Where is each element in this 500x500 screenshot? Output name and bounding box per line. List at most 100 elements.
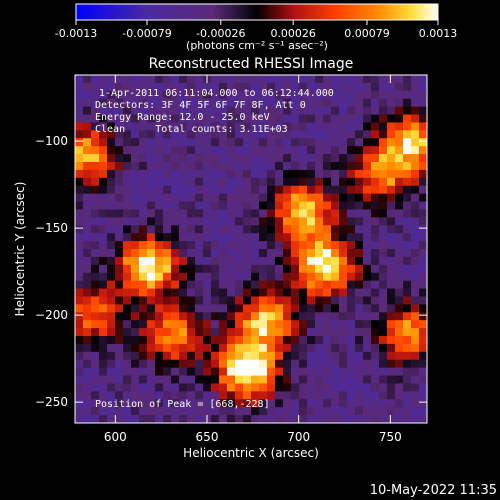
heatmap-cell: [227, 288, 236, 298]
heatmap-cell: [315, 122, 324, 131]
heatmap-cell: [323, 304, 332, 313]
heatmap-cell: [139, 304, 148, 313]
heatmap-cell: [123, 233, 132, 242]
heatmap-cell: [219, 399, 228, 408]
heatmap-cell: [379, 138, 388, 147]
heatmap-cell: [339, 82, 348, 92]
heatmap-cell: [219, 320, 228, 329]
heatmap-cell: [411, 280, 420, 290]
heatmap-cell: [363, 201, 372, 211]
heatmap-cell: [419, 264, 427, 274]
heatmap-cell: [235, 217, 244, 226]
heatmap-cell: [387, 114, 396, 124]
heatmap-cell: [275, 415, 284, 423]
heatmap-cell: [155, 328, 164, 337]
heatmap-cell: [307, 391, 316, 400]
heatmap-cell: [355, 351, 364, 361]
heatmap-cell: [315, 154, 324, 163]
heatmap-cell: [131, 256, 140, 266]
heatmap-cell: [379, 193, 388, 203]
heatmap-cell: [115, 169, 124, 179]
heatmap-cell: [387, 75, 396, 84]
heatmap-cell: [211, 296, 220, 305]
heatmap-cell: [315, 98, 324, 108]
heatmap-cell: [251, 82, 260, 92]
heatmap-cell: [163, 177, 172, 187]
heatmap-cell: [227, 312, 236, 321]
heatmap-cell: [219, 312, 228, 321]
heatmap-cell: [219, 193, 228, 203]
heatmap-cell: [107, 391, 116, 400]
heatmap-cell: [171, 122, 180, 131]
heatmap-cell: [411, 399, 420, 408]
heatmap-cell: [355, 169, 364, 179]
heatmap-cell: [387, 193, 396, 203]
heatmap-cell: [371, 320, 380, 329]
annotation-detectors: Detectors: 3F 4F 5F 6F 7F 8F, Att 0: [95, 100, 306, 111]
heatmap-cell: [131, 304, 140, 313]
heatmap-cell: [75, 312, 84, 321]
heatmap-cell: [347, 98, 356, 108]
heatmap-cell: [123, 415, 132, 423]
heatmap-cell: [147, 122, 156, 131]
heatmap-cell: [363, 75, 372, 84]
heatmap-cell: [227, 225, 236, 234]
heatmap-cell: [195, 233, 204, 242]
heatmap-cell: [371, 169, 380, 179]
heatmap-cell: [315, 82, 324, 92]
heatmap-cell: [387, 351, 396, 361]
heatmap-cell: [291, 177, 300, 187]
heatmap-cell: [75, 177, 84, 187]
heatmap-cell: [347, 359, 356, 369]
heatmap-cell: [299, 367, 308, 377]
heatmap-cell: [307, 367, 316, 377]
heatmap-cell: [75, 264, 84, 274]
heatmap-cell: [75, 272, 84, 282]
heatmap-cell: [235, 320, 244, 329]
heatmap-cell: [331, 296, 340, 305]
heatmap-cell: [267, 288, 276, 298]
heatmap-cell: [291, 154, 300, 163]
heatmap-cell: [243, 367, 252, 377]
heatmap-cell: [419, 162, 427, 171]
heatmap-cell: [347, 225, 356, 234]
heatmap-cell: [291, 225, 300, 234]
heatmap-cell: [315, 359, 324, 369]
heatmap-cell: [291, 280, 300, 290]
heatmap-cell: [115, 359, 124, 369]
heatmap-cell: [163, 399, 172, 408]
heatmap-cell: [91, 359, 100, 369]
heatmap-cell: [283, 185, 292, 195]
heatmap-cell: [379, 328, 388, 337]
heatmap-cell: [235, 304, 244, 313]
heatmap-cell: [187, 114, 196, 124]
heatmap-cell: [387, 264, 396, 274]
heatmap-cell: [355, 367, 364, 377]
heatmap-cell: [371, 162, 380, 171]
heatmap-cell: [107, 351, 116, 361]
heatmap-cell: [259, 288, 268, 298]
heatmap-cell: [91, 169, 100, 179]
heatmap-cell: [163, 280, 172, 290]
heatmap-cell: [147, 288, 156, 298]
heatmap-cell: [291, 383, 300, 392]
heatmap-cell: [355, 146, 364, 155]
heatmap-cell: [139, 217, 148, 226]
heatmap-cell: [403, 169, 412, 179]
heatmap-cell: [379, 217, 388, 226]
heatmap-cell: [371, 185, 380, 195]
heatmap-cell: [243, 312, 252, 321]
heatmap-cell: [371, 225, 380, 234]
heatmap-cell: [203, 146, 212, 155]
heatmap-cell: [379, 264, 388, 274]
heatmap-cell: [299, 351, 308, 361]
heatmap-cell: [107, 130, 116, 139]
heatmap-cell: [139, 249, 148, 258]
heatmap-cell: [355, 328, 364, 337]
heatmap-cell: [83, 272, 92, 282]
heatmap-cell: [163, 225, 172, 234]
heatmap-cell: [307, 98, 316, 108]
heatmap-cell: [243, 75, 252, 84]
heatmap-cell: [411, 106, 420, 116]
heatmap-cell: [139, 193, 148, 203]
